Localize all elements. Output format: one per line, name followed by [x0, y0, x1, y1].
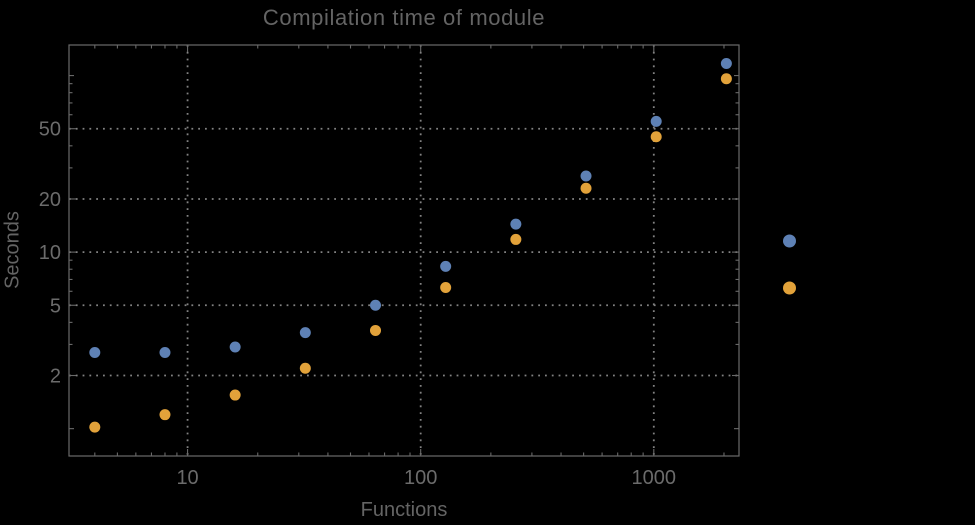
chart-title: Compilation time of module — [262, 5, 546, 30]
data-point — [510, 233, 522, 245]
data-point — [229, 341, 241, 353]
plot-frame — [68, 44, 740, 457]
data-point — [370, 299, 382, 311]
y-tick-label: 5 — [50, 295, 61, 317]
data-point — [650, 131, 662, 143]
tick-labels: 10 100 1000 2 5 10 20 50 — [39, 119, 676, 489]
data-point — [370, 324, 382, 336]
data-point — [159, 347, 171, 359]
data-point — [580, 182, 592, 194]
legend-marker-1 — [783, 234, 796, 248]
data-point — [580, 170, 592, 182]
y-tick-label: 2 — [50, 366, 61, 388]
series-2-orange — [89, 73, 732, 433]
gridlines — [69, 45, 739, 456]
data-point — [89, 421, 101, 433]
data-point — [299, 362, 311, 374]
data-point — [229, 389, 241, 401]
data-point — [720, 58, 732, 70]
data-point — [440, 260, 452, 272]
axis-ticks — [69, 45, 739, 456]
data-point — [720, 73, 732, 85]
data-point — [510, 218, 522, 230]
data-point — [299, 327, 311, 339]
series-1-blue — [89, 58, 732, 359]
data-point — [159, 409, 171, 421]
x-tick-label: 1000 — [632, 467, 677, 489]
data-point — [89, 347, 101, 359]
data-point — [440, 282, 452, 294]
legend-marker-2 — [783, 281, 796, 295]
data-point — [650, 115, 662, 127]
legend — [783, 234, 796, 295]
y-tick-label: 10 — [39, 242, 61, 264]
x-axis-label: Functions — [360, 499, 448, 521]
y-tick-label: 20 — [39, 189, 61, 211]
x-tick-label: 100 — [404, 467, 437, 489]
y-tick-label: 50 — [39, 119, 61, 141]
x-tick-label: 10 — [176, 467, 198, 489]
